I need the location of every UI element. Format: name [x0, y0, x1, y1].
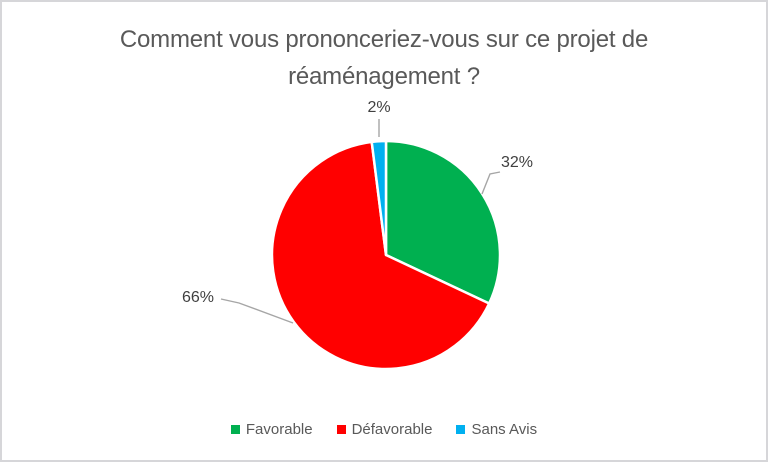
data-label-defavorable: 66% — [182, 289, 215, 306]
chart-title: Comment vous prononceriez-vous sur ce pr… — [119, 26, 649, 91]
legend-label-sans-avis: Sans Avis — [471, 421, 538, 438]
pie-slices-group — [270, 139, 502, 371]
leader-lines-group — [220, 119, 501, 324]
chart-legend: Favorable Défavorable Sans Avis — [2, 421, 766, 438]
legend-item-defavorable: Défavorable — [336, 421, 433, 438]
pie-slice-defavorable — [270, 140, 491, 371]
legend-swatch-favorable-icon — [230, 425, 240, 434]
data-label-favorable: 32% — [501, 154, 534, 171]
data-label-sans-avis: 2% — [367, 99, 391, 116]
legend-swatch-sans-avis-icon — [456, 425, 466, 434]
legend-swatch-defavorable-icon — [336, 425, 346, 434]
pie-slice-sans-avis — [370, 139, 388, 257]
legend-label-defavorable: Défavorable — [351, 421, 433, 438]
legend-item-sans-avis: Sans Avis — [456, 421, 537, 438]
leader-line-favorable — [481, 171, 501, 195]
legend-item-favorable: Favorable — [230, 421, 313, 438]
leader-line-defavorable — [220, 298, 294, 324]
legend-label-favorable: Favorable — [245, 421, 313, 438]
